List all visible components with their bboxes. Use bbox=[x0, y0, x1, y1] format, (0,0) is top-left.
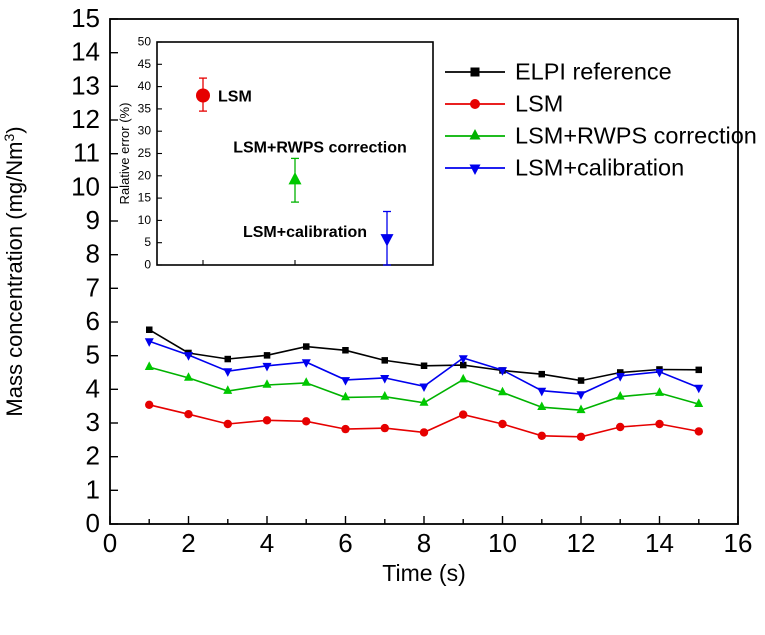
svg-text:LSM: LSM bbox=[515, 91, 563, 117]
svg-text:5: 5 bbox=[144, 235, 151, 249]
svg-text:ELPI reference: ELPI reference bbox=[515, 59, 672, 85]
svg-text:9: 9 bbox=[86, 205, 100, 235]
svg-text:13: 13 bbox=[71, 70, 100, 100]
svg-text:14: 14 bbox=[645, 528, 674, 558]
svg-text:LSM+calibration: LSM+calibration bbox=[243, 224, 367, 241]
svg-text:0: 0 bbox=[144, 258, 151, 272]
svg-text:30: 30 bbox=[138, 124, 152, 138]
svg-text:5: 5 bbox=[86, 340, 100, 370]
svg-text:4: 4 bbox=[86, 373, 100, 403]
svg-text:14: 14 bbox=[71, 37, 100, 67]
svg-text:45: 45 bbox=[138, 57, 152, 71]
svg-text:7: 7 bbox=[86, 272, 100, 302]
svg-text:16: 16 bbox=[724, 528, 753, 558]
svg-text:Time (s): Time (s) bbox=[382, 560, 465, 586]
svg-text:4: 4 bbox=[260, 528, 274, 558]
svg-text:LSM: LSM bbox=[218, 89, 252, 106]
svg-text:0: 0 bbox=[103, 528, 117, 558]
svg-text:Ralative error (%): Ralative error (%) bbox=[117, 103, 132, 205]
svg-text:50: 50 bbox=[138, 35, 152, 49]
svg-text:3: 3 bbox=[86, 407, 100, 437]
svg-text:10: 10 bbox=[138, 213, 152, 227]
svg-text:6: 6 bbox=[86, 306, 100, 336]
svg-text:LSM+RWPS correction: LSM+RWPS correction bbox=[233, 139, 407, 156]
svg-text:12: 12 bbox=[71, 104, 100, 134]
svg-text:15: 15 bbox=[138, 191, 152, 205]
svg-text:11: 11 bbox=[73, 138, 100, 168]
svg-text:LSM+RWPS correction: LSM+RWPS correction bbox=[515, 123, 757, 149]
svg-text:8: 8 bbox=[417, 528, 431, 558]
svg-text:2: 2 bbox=[181, 528, 195, 558]
svg-text:1: 1 bbox=[86, 474, 100, 504]
svg-text:10: 10 bbox=[71, 171, 100, 201]
svg-text:Mass concentration (mg/Nm3): Mass concentration (mg/Nm3) bbox=[1, 126, 27, 416]
svg-text:20: 20 bbox=[138, 168, 152, 182]
svg-text:35: 35 bbox=[138, 101, 152, 115]
svg-text:25: 25 bbox=[138, 146, 152, 160]
svg-text:12: 12 bbox=[567, 528, 596, 558]
svg-text:10: 10 bbox=[488, 528, 517, 558]
svg-text:2: 2 bbox=[86, 441, 100, 471]
svg-text:6: 6 bbox=[338, 528, 352, 558]
svg-text:LSM+calibration: LSM+calibration bbox=[515, 155, 684, 181]
svg-text:0: 0 bbox=[86, 508, 100, 538]
svg-text:40: 40 bbox=[138, 79, 152, 93]
svg-text:8: 8 bbox=[86, 239, 100, 269]
svg-text:15: 15 bbox=[71, 3, 100, 33]
